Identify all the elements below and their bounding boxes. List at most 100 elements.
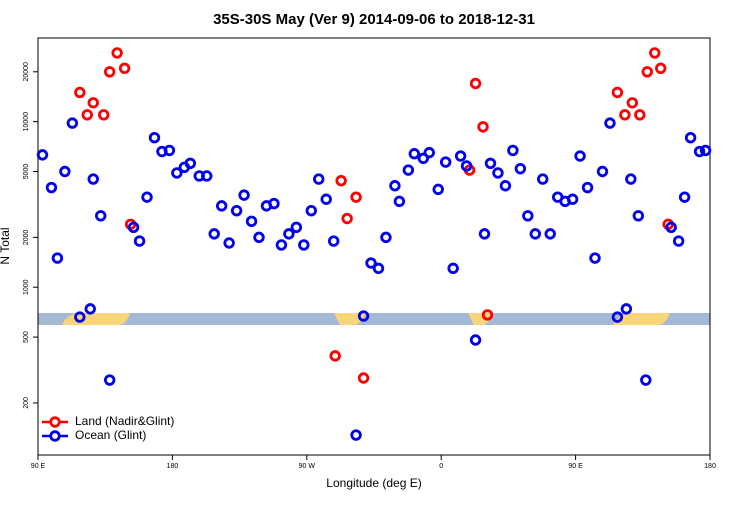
y-tick-label: 5000 [23, 164, 30, 180]
point [81, 109, 93, 121]
point [507, 144, 519, 157]
point [649, 47, 661, 59]
point [133, 235, 146, 247]
point [283, 228, 295, 240]
point [238, 189, 250, 201]
point [184, 157, 197, 170]
point [171, 167, 183, 179]
ocean-band [38, 313, 710, 325]
point [566, 193, 579, 205]
legend-label: Land (Nadir&Glint) [75, 414, 174, 428]
point [313, 173, 325, 185]
point [625, 173, 637, 185]
x-tick-label: 90 W [299, 463, 316, 470]
point [432, 183, 444, 196]
point [537, 173, 549, 185]
point [275, 239, 288, 251]
point [372, 262, 385, 275]
point [127, 221, 140, 234]
point [103, 374, 116, 386]
y-tick-label: 1000 [23, 279, 30, 295]
point [74, 311, 86, 323]
point [544, 228, 556, 240]
point [460, 160, 473, 172]
point [492, 167, 504, 179]
point [481, 309, 494, 321]
y-tick-label: 200 [23, 397, 30, 409]
point [320, 193, 332, 205]
point [672, 235, 685, 247]
y-axis-label: N Total [0, 227, 12, 264]
point [245, 215, 258, 228]
point [611, 86, 624, 99]
legend-marker [49, 430, 61, 442]
point [329, 350, 341, 362]
x-tick-label: 180 [167, 463, 179, 470]
point [223, 237, 235, 249]
point [87, 97, 99, 109]
point [529, 228, 541, 240]
point [298, 239, 310, 251]
point [111, 47, 123, 59]
point [699, 144, 712, 157]
point [350, 429, 362, 441]
point [380, 231, 392, 244]
point [84, 303, 96, 315]
point [581, 181, 594, 194]
point [423, 146, 435, 159]
point [447, 262, 459, 275]
legend-marker [49, 416, 61, 428]
point [641, 66, 653, 78]
point [619, 109, 631, 121]
point [357, 310, 370, 322]
point [118, 62, 131, 74]
point [95, 210, 107, 222]
point [208, 228, 220, 240]
plot-frame [37, 37, 711, 456]
point [632, 210, 645, 222]
chart-title: 35S-30S May (Ver 9) 2014-09-06 to 2018-1… [213, 11, 535, 28]
point [655, 62, 667, 74]
point [574, 150, 586, 162]
map-strip [38, 313, 710, 325]
point [201, 170, 213, 182]
point [268, 197, 280, 210]
land-shape [468, 313, 494, 325]
x-tick-label: 90 E [568, 463, 583, 470]
x-tick-label: 0 [439, 463, 443, 470]
point [66, 117, 79, 129]
point [341, 212, 353, 225]
point [59, 165, 71, 178]
land-shape [613, 313, 670, 325]
point [678, 191, 691, 203]
y-tick-label: 10000 [23, 112, 30, 132]
point [522, 210, 534, 222]
point [36, 149, 49, 161]
point [469, 334, 482, 346]
legend-label: Ocean (Glint) [75, 428, 146, 442]
point [611, 311, 624, 323]
point [253, 231, 265, 244]
point [148, 131, 161, 144]
land-shape [62, 313, 130, 325]
point [327, 235, 340, 247]
point [389, 180, 401, 192]
point [74, 86, 86, 99]
point [469, 77, 482, 90]
point [665, 221, 677, 234]
x-tick-label: 180 [704, 463, 716, 470]
point [290, 221, 303, 234]
point [350, 191, 362, 203]
point [87, 173, 99, 185]
point [417, 152, 429, 165]
point [589, 252, 601, 264]
point [634, 109, 646, 121]
y-tick-label: 500 [23, 331, 30, 343]
point [141, 191, 153, 203]
point [620, 303, 633, 315]
point [103, 66, 116, 78]
x-axis-label: Longitude (deg E) [326, 476, 421, 490]
x-tick-label: 90 E [31, 463, 46, 470]
point [402, 164, 415, 176]
